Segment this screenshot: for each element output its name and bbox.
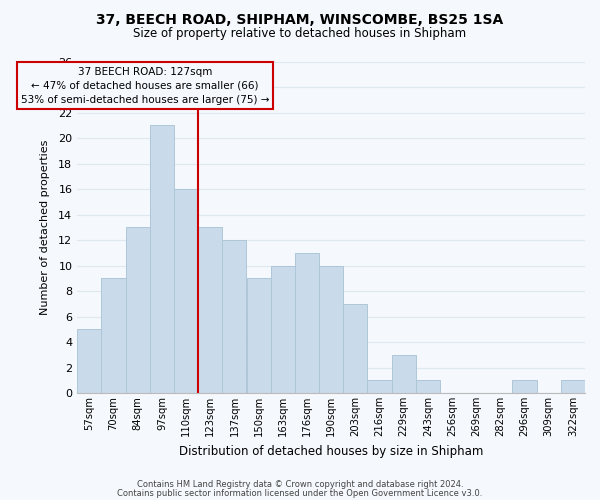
Bar: [416, 380, 440, 393]
Bar: [223, 240, 247, 393]
Bar: [247, 278, 271, 393]
Y-axis label: Number of detached properties: Number of detached properties: [40, 140, 50, 315]
Text: Contains HM Land Registry data © Crown copyright and database right 2024.: Contains HM Land Registry data © Crown c…: [137, 480, 463, 489]
Bar: [77, 330, 101, 393]
Bar: [125, 228, 150, 393]
Bar: [512, 380, 536, 393]
Text: 37 BEECH ROAD: 127sqm
← 47% of detached houses are smaller (66)
53% of semi-deta: 37 BEECH ROAD: 127sqm ← 47% of detached …: [20, 66, 269, 104]
Bar: [271, 266, 295, 393]
Bar: [343, 304, 367, 393]
Bar: [295, 253, 319, 393]
Bar: [319, 266, 343, 393]
Bar: [367, 380, 392, 393]
Bar: [101, 278, 125, 393]
Bar: [174, 189, 198, 393]
Text: 37, BEECH ROAD, SHIPHAM, WINSCOMBE, BS25 1SA: 37, BEECH ROAD, SHIPHAM, WINSCOMBE, BS25…: [97, 12, 503, 26]
Bar: [561, 380, 585, 393]
Bar: [150, 126, 174, 393]
X-axis label: Distribution of detached houses by size in Shipham: Distribution of detached houses by size …: [179, 444, 484, 458]
Text: Contains public sector information licensed under the Open Government Licence v3: Contains public sector information licen…: [118, 489, 482, 498]
Text: Size of property relative to detached houses in Shipham: Size of property relative to detached ho…: [133, 28, 467, 40]
Bar: [198, 228, 223, 393]
Bar: [392, 355, 416, 393]
